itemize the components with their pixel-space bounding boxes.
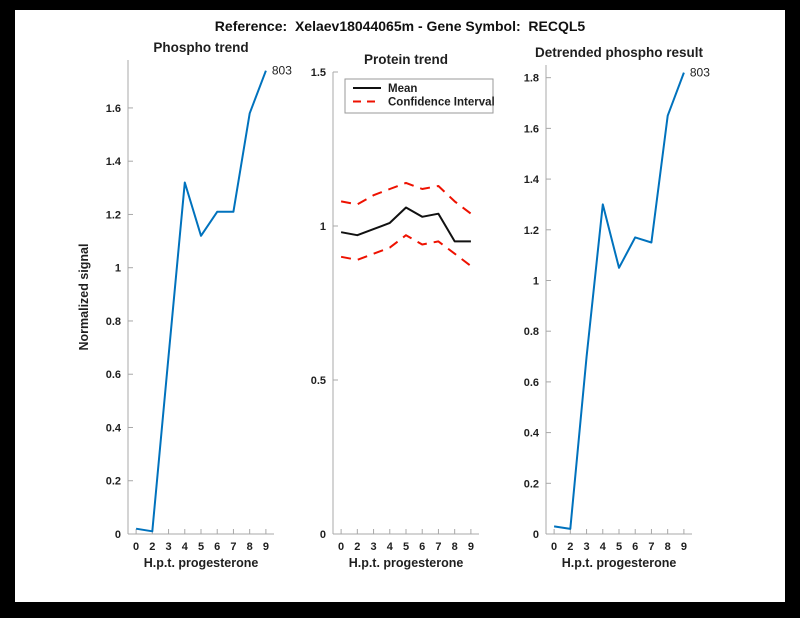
- x-tick-label: 7: [648, 541, 654, 553]
- y-tick-label: 0.8: [106, 316, 121, 328]
- x-tick-label: 4: [600, 541, 607, 553]
- y-tick-label: 0: [533, 529, 539, 541]
- point-annotation: 803: [272, 64, 292, 78]
- x-tick-label: 0: [133, 541, 139, 553]
- y-tick-label: 0.6: [106, 369, 121, 381]
- panel-protein-trend: 00.511.50 2 3 4 5 6 7 8 9H.p.t. progesteroneProt…: [311, 52, 495, 570]
- y-tick-label: 1.2: [524, 225, 539, 237]
- x-tick-label: 9: [263, 541, 269, 553]
- x-tick-label: 5: [616, 541, 622, 553]
- x-tick-label: 0: [551, 541, 557, 553]
- y-tick-label: 0: [320, 529, 326, 541]
- legend-box: [344, 78, 494, 114]
- panel-detrended-phospho-result: 00.20.40.60.811.21.41.61.80 2 3 4 5 6 7 8 9H.p.t…: [524, 45, 711, 570]
- x-tick-label: 5: [403, 541, 409, 553]
- legend-label: Mean: [388, 83, 417, 95]
- x-tick-label: 4: [387, 541, 394, 553]
- x-tick-label: 0: [338, 541, 344, 553]
- panel-phospho-trend: 00.20.40.60.811.21.41.60 2 3 4 5 6 7 8 9H.p.t. p…: [77, 40, 292, 570]
- x-tick-label: 2: [567, 541, 573, 553]
- series-line-mean: [340, 206, 471, 243]
- x-tick-label: 8: [452, 541, 458, 553]
- y-tick-label: 0.5: [311, 375, 326, 387]
- point-annotation: 803: [690, 66, 710, 80]
- legend-label: Confidence Interval: [388, 97, 495, 109]
- y-axis-label: Normalized signal: [77, 244, 91, 351]
- x-tick-label: 8: [247, 541, 253, 553]
- x-tick-label: 3: [370, 541, 376, 553]
- x-tick-label: 9: [468, 541, 474, 553]
- y-tick-label: 1.8: [524, 73, 539, 85]
- y-tick-label: 0.6: [524, 377, 539, 389]
- x-tick-label: 6: [632, 541, 638, 553]
- chart-title: Detrended phospho result: [535, 45, 704, 60]
- y-tick-label: 1.2: [106, 209, 121, 221]
- x-tick-label: 3: [165, 541, 171, 553]
- charts-svg: 00.20.40.60.811.21.41.60 2 3 4 5 6 7 8 9H.p.t. p…: [77, 40, 711, 570]
- y-tick-label: 0.4: [524, 428, 540, 440]
- x-tick-label: 9: [681, 541, 687, 553]
- x-axis-label: H.p.t. progesterone: [349, 556, 464, 570]
- y-tick-label: 1.6: [106, 103, 121, 115]
- x-tick-label: 4: [182, 541, 189, 553]
- y-tick-label: 0: [115, 529, 121, 541]
- series-line-ci-lower: [340, 234, 472, 267]
- y-tick-label: 1: [533, 275, 539, 287]
- x-tick-label: 6: [419, 541, 425, 553]
- series-line-phospho-signal: [135, 70, 267, 533]
- x-tick-label: 2: [354, 541, 360, 553]
- y-tick-label: 1: [320, 221, 326, 233]
- figure-title: Reference: Xelaev18044065m - Gene Symbol…: [214, 18, 586, 34]
- x-tick-label: 3: [583, 541, 589, 553]
- y-tick-label: 1: [115, 263, 121, 275]
- x-axis-label: H.p.t. progesterone: [144, 556, 259, 570]
- x-axis-label: H.p.t. progesterone: [562, 556, 677, 570]
- y-tick-label: 0.2: [106, 476, 121, 488]
- series-line-ci-upper: [340, 181, 472, 215]
- x-tick-label: 6: [214, 541, 220, 553]
- y-tick-label: 0.2: [524, 478, 539, 490]
- chart-title: Phospho trend: [153, 40, 248, 55]
- series-line-detrended-phospho: [553, 72, 685, 530]
- figure-canvas: Reference: Xelaev18044065m - Gene Symbol…: [15, 10, 785, 602]
- x-tick-label: 7: [230, 541, 236, 553]
- x-tick-label: 8: [665, 541, 671, 553]
- y-tick-label: 0.4: [106, 422, 122, 434]
- y-tick-label: 0.8: [524, 326, 539, 338]
- x-tick-label: 5: [198, 541, 204, 553]
- y-tick-label: 1.5: [311, 67, 326, 79]
- x-tick-label: 7: [435, 541, 441, 553]
- chart-title: Protein trend: [364, 52, 448, 67]
- y-tick-label: 1.4: [524, 174, 540, 186]
- y-tick-label: 1.6: [524, 123, 539, 135]
- y-tick-label: 1.4: [106, 156, 122, 168]
- x-tick-label: 2: [149, 541, 155, 553]
